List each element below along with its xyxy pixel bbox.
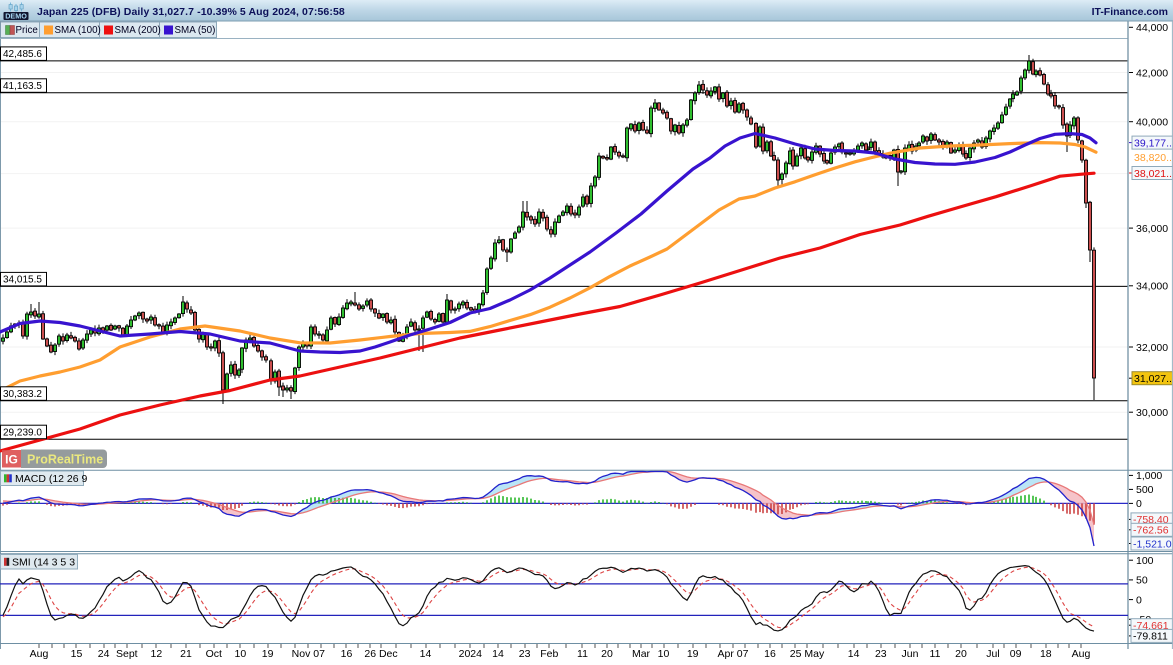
svg-text:41,163.5: 41,163.5 [3,81,42,92]
svg-text:10: 10 [658,648,670,660]
svg-text:Jul: Jul [986,648,999,660]
svg-text:Sept: Sept [116,648,138,660]
svg-text:100: 100 [1136,555,1154,567]
svg-text:16: 16 [341,648,353,660]
svg-text:32,000: 32,000 [1136,342,1168,354]
svg-text:44,000: 44,000 [1136,22,1168,34]
svg-text:2024: 2024 [459,648,483,660]
svg-text:16: 16 [764,648,776,660]
svg-text:500: 500 [1136,484,1154,496]
svg-text:Japan 225 (DFB) Daily 31,027.7: Japan 225 (DFB) Daily 31,027.7 -10.39% 5… [37,6,345,18]
svg-text:23: 23 [875,648,887,660]
svg-text:18: 18 [1040,648,1052,660]
svg-text:Jun: Jun [902,648,919,660]
svg-text:15: 15 [71,648,83,660]
svg-text:25 May: 25 May [790,648,825,660]
svg-text:Mar: Mar [632,648,651,660]
svg-text:30,383.2: 30,383.2 [3,389,42,400]
svg-text:Aug: Aug [30,648,49,660]
svg-text:21: 21 [180,648,192,660]
svg-text:19: 19 [262,648,274,660]
svg-text:MACD (12 26 9: MACD (12 26 9 [15,473,88,485]
svg-text:SMI (14 3 5 3: SMI (14 3 5 3 [12,557,75,569]
svg-text:19: 19 [687,648,699,660]
svg-text:40,000: 40,000 [1136,117,1168,129]
svg-text:0: 0 [1136,498,1142,510]
svg-text:09: 09 [1010,648,1022,660]
svg-text:SMA (50): SMA (50) [175,25,216,36]
svg-text:-79.811: -79.811 [1133,631,1168,643]
svg-text:SMA (100): SMA (100) [55,25,101,36]
svg-text:-1,521.0: -1,521.0 [1133,538,1172,550]
svg-text:34,000: 34,000 [1136,281,1168,293]
svg-text:50: 50 [1136,575,1148,587]
svg-text:38,820..: 38,820.. [1134,152,1172,164]
svg-text:31,027..: 31,027.. [1134,373,1172,385]
svg-text:36,000: 36,000 [1136,223,1168,235]
svg-text:20: 20 [601,648,613,660]
svg-text:34,015.5: 34,015.5 [3,275,42,286]
svg-text:26 Dec: 26 Dec [364,648,397,660]
svg-text:42,000: 42,000 [1136,67,1168,79]
svg-text:42,485.6: 42,485.6 [3,49,42,60]
svg-text:Oct: Oct [206,648,222,660]
svg-text:29,239.0: 29,239.0 [3,427,42,438]
svg-text:10: 10 [235,648,247,660]
svg-text:23: 23 [519,648,531,660]
svg-text:14: 14 [420,648,432,660]
svg-text:IT-Finance.com: IT-Finance.com [1092,6,1168,18]
svg-text:0: 0 [1136,594,1142,606]
svg-text:Price: Price [16,25,39,36]
svg-text:Apr 07: Apr 07 [718,648,749,660]
svg-text:30,000: 30,000 [1136,407,1168,419]
svg-text:14: 14 [848,648,860,660]
svg-text:Nov 07: Nov 07 [292,648,325,660]
svg-text:-762.56: -762.56 [1133,525,1169,537]
svg-text:12: 12 [151,648,163,660]
svg-text:ProRealTime: ProRealTime [27,453,103,467]
svg-text:38,021..: 38,021.. [1134,168,1172,180]
svg-text:24: 24 [98,648,110,660]
svg-text:11: 11 [577,648,588,660]
svg-text:20: 20 [955,648,967,660]
svg-text:Feb: Feb [540,648,558,660]
svg-text:Aug: Aug [1072,648,1091,660]
svg-text:SMA (200): SMA (200) [115,25,161,36]
svg-text:IG: IG [5,453,18,467]
svg-text:39,177..: 39,177.. [1134,137,1172,149]
svg-text:DEMO: DEMO [5,11,27,20]
svg-text:1,000: 1,000 [1136,470,1162,482]
svg-text:14: 14 [492,648,504,660]
svg-text:11: 11 [930,648,941,660]
